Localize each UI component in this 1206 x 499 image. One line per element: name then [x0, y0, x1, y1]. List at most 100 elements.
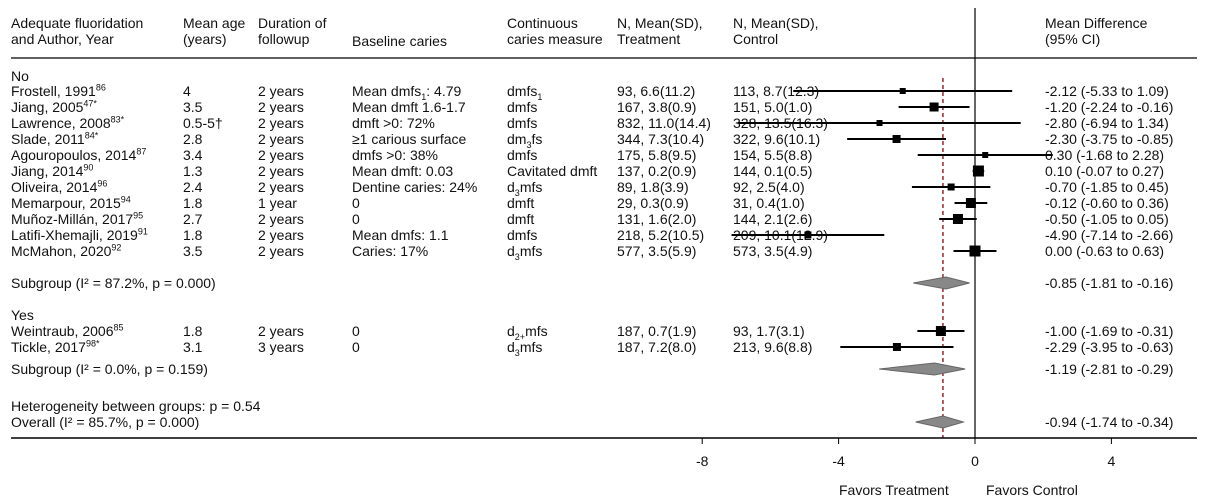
study-followup: 2 years: [258, 227, 304, 243]
col-header-followup: Duration of followup: [258, 15, 327, 47]
study-age: 2.7: [183, 211, 203, 227]
study-followup: 3 years: [258, 339, 304, 355]
study-ci: -0.12 (-0.60 to 0.36): [1045, 195, 1169, 211]
study-age: 3.1: [183, 339, 203, 355]
group-label-no: No: [11, 68, 29, 84]
study-followup: 2 years: [258, 211, 304, 227]
group-label-yes: Yes: [11, 307, 34, 323]
favors-control-label: Favors Control: [986, 482, 1078, 498]
study-treatment: 137, 0.2(0.9): [617, 163, 697, 179]
subgroup-diamond-yes: [879, 362, 966, 376]
study-effect-box: [982, 152, 989, 158]
study-baseline: 0: [352, 339, 360, 355]
study-baseline: Dentine caries: 24%: [352, 179, 478, 195]
study-measure: dmfs: [507, 99, 538, 115]
study-baseline: Mean dmft 1.6-1.7: [352, 99, 466, 115]
study-followup: 1 year: [258, 195, 297, 211]
overall-label: Overall (I² = 85.7%, p = 0.000): [11, 414, 200, 430]
study-treatment: 131, 1.6(2.0): [617, 211, 697, 227]
study-author: Oliveira, 201496: [11, 178, 108, 195]
col-header-ci: Mean Difference (95% CI): [1045, 15, 1148, 47]
study-followup: 2 years: [258, 243, 304, 259]
study-ci: -2.29 (-3.95 to -0.63): [1045, 339, 1174, 355]
study-age: 1.8: [183, 323, 203, 339]
study-author: Weintraub, 200685: [11, 322, 124, 339]
study-effect-box: [969, 245, 981, 257]
col-header-treatment: N, Mean(SD), Treatment: [617, 15, 703, 47]
study-effect-box: [935, 326, 946, 336]
study-age: 0.5-5†: [183, 115, 223, 131]
study-effect-box: [972, 165, 984, 177]
study-control: 144, 0.1(0.5): [733, 163, 813, 179]
study-measure: d3mfs: [507, 339, 543, 358]
study-effect-box: [929, 102, 939, 112]
study-ci: 0.30 (-1.68 to 2.28): [1045, 147, 1165, 163]
study-measure: dmft: [507, 211, 535, 227]
study-ci: -2.30 (-3.75 to -0.85): [1045, 131, 1174, 147]
subgroup-ci-yes: -1.19 (-2.81 to -0.29): [1045, 361, 1174, 377]
study-followup: 2 years: [258, 147, 304, 163]
axis-tick-label: -8: [696, 453, 709, 469]
axis-tick-label: 0: [971, 453, 979, 469]
study-followup: 2 years: [258, 115, 304, 131]
study-followup: 2 years: [258, 131, 304, 147]
col-header-age: Mean age (years): [183, 15, 246, 47]
study-author: Agouropoulos, 201487: [11, 146, 147, 163]
study-treatment: 577, 3.5(5.9): [617, 243, 697, 259]
study-followup: 2 years: [258, 179, 304, 195]
subgroup-label-yes: Subgroup (I² = 0.0%, p = 0.159): [11, 361, 208, 377]
study-treatment: 89, 1.8(3.9): [617, 179, 689, 195]
col-header-measure: Continuous caries measure: [507, 15, 603, 47]
study-baseline: dmft >0: 72%: [352, 115, 435, 131]
study-control: 151, 5.0(1.0): [733, 99, 813, 115]
study-ci: -2.80 (-6.94 to 1.34): [1045, 115, 1169, 131]
study-measure: dmft: [507, 195, 535, 211]
study-control: 154, 5.5(8.8): [733, 147, 813, 163]
study-author: Lawrence, 200883*: [11, 114, 125, 131]
study-age: 3.4: [183, 147, 203, 163]
study-control: 213, 9.6(8.8): [733, 339, 813, 355]
study-effect-box: [965, 198, 976, 208]
axis-tick-label: -4: [832, 453, 845, 469]
study-effect-box: [899, 88, 906, 94]
heterogeneity-text: Heterogeneity between groups: p = 0.54: [11, 398, 261, 414]
study-effect-box: [952, 214, 963, 224]
study-age: 1.8: [183, 195, 203, 211]
favors-treatment-label: Favors Treatment: [839, 482, 949, 498]
study-ci: -1.00 (-1.69 to -0.31): [1045, 323, 1174, 339]
study-followup: 2 years: [258, 323, 304, 339]
study-treatment: 187, 7.2(8.0): [617, 339, 697, 355]
subgroup-ci-no: -0.85 (-1.81 to -0.16): [1045, 275, 1174, 291]
study-ci: -0.50 (-1.05 to 0.05): [1045, 211, 1169, 227]
study-ci: -4.90 (-7.14 to -2.66): [1045, 227, 1174, 243]
study-ci: -0.70 (-1.85 to 0.45): [1045, 179, 1169, 195]
study-author: Memarpour, 201594: [11, 194, 131, 211]
study-author: Slade, 201184*: [11, 130, 99, 147]
study-control: 93, 1.7(3.1): [733, 323, 805, 339]
study-measure: dmfs: [507, 115, 538, 131]
study-measure: dmfs: [507, 227, 538, 243]
study-measure: d3mfs: [507, 243, 543, 262]
study-effect-box: [804, 231, 812, 239]
study-treatment: 832, 11.0(14.4): [617, 115, 711, 131]
study-effect-box: [947, 183, 955, 191]
study-effect-box: [892, 135, 901, 143]
study-measure: d3mfs: [507, 179, 543, 198]
study-age: 1.8: [183, 227, 203, 243]
study-ci: 0.10 (-0.07 to 0.27): [1045, 163, 1165, 179]
overall-diamond: [915, 415, 966, 429]
study-followup: 2 years: [258, 83, 304, 99]
study-author: Frostell, 199186: [11, 82, 106, 99]
study-baseline: Caries: 17%: [352, 243, 429, 259]
study-measure: Cavitated dmft: [507, 163, 598, 179]
study-ci: 0.00 (-0.63 to 0.63): [1045, 243, 1165, 259]
study-age: 2.8: [183, 131, 203, 147]
study-effect-box: [892, 343, 901, 351]
study-effect-box: [876, 120, 883, 126]
study-treatment: 167, 3.8(0.9): [617, 99, 697, 115]
study-age: 4: [183, 83, 191, 99]
study-measure: dmfs1: [507, 83, 543, 102]
study-ci: -2.12 (-5.33 to 1.09): [1045, 83, 1169, 99]
subgroup-diamond-no: [913, 276, 970, 290]
